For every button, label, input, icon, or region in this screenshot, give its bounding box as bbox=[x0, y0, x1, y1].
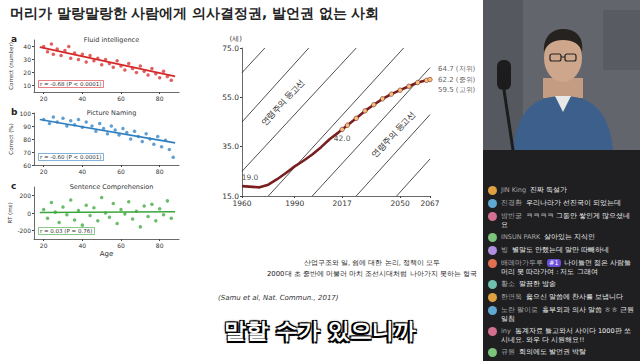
html-text:말할 수가 있으니까: 말할 수가 있으니까 bbox=[224, 318, 416, 343]
svg-text:10: 10 bbox=[23, 82, 31, 89]
html-text:살아있는 지식인: 살아있는 지식인 bbox=[544, 233, 596, 241]
svg-text:2050: 2050 bbox=[391, 199, 410, 208]
html-text:진짜 독설가: 진짜 독설가 bbox=[530, 186, 568, 194]
html-text:진경환: 진경환 bbox=[501, 199, 522, 207]
svg-text:64.7 (저위): 64.7 (저위) bbox=[438, 65, 476, 73]
svg-text:2067: 2067 bbox=[420, 199, 439, 208]
svg-text:20: 20 bbox=[40, 168, 48, 175]
html-text:#1: #1 bbox=[549, 259, 559, 267]
svg-text:r = -0.60 (P < 0.0001): r = -0.60 (P < 0.0001) bbox=[40, 154, 101, 160]
svg-text:c: c bbox=[11, 181, 16, 191]
svg-text:연령주의 등고선: 연령주의 등고선 bbox=[259, 77, 306, 127]
html-text:회의에도 발언권 박탈: 회의에도 발언권 박탈 bbox=[519, 348, 587, 356]
svg-text:35.0: 35.0 bbox=[222, 142, 239, 151]
svg-text:80: 80 bbox=[156, 242, 164, 249]
svg-text:30: 30 bbox=[23, 56, 31, 63]
svg-text:40: 40 bbox=[79, 168, 87, 175]
html-text:머리가 말랑말랑한 사람에게 의사결정권, 발언권 없는 사: 머리가 말랑말랑한 사람에게 의사결정권, 발언권 없는 사회 bbox=[10, 5, 380, 21]
svg-text:59.5 (고위): 59.5 (고위) bbox=[438, 86, 476, 94]
svg-text:19.0: 19.0 bbox=[242, 173, 259, 182]
svg-text:100: 100 bbox=[20, 110, 32, 117]
html-text:iny: iny bbox=[501, 327, 511, 335]
html-text:황소: 황소 bbox=[501, 280, 515, 288]
html-text:2000대 초 중반에 머물러 마치 조선시대처럼 나아가지: 2000대 초 중반에 머물러 마치 조선시대처럼 나아가지 못하는 형국 bbox=[267, 270, 477, 278]
html-text:밤빈궁: 밤빈궁 bbox=[501, 212, 522, 220]
svg-text:a: a bbox=[11, 34, 17, 44]
html-text:산업구조와 일, 쉼에 대한 논리, 정책이 모두: 산업구조와 일, 쉼에 대한 논리, 정책이 모두 bbox=[303, 259, 441, 267]
svg-text:75.0: 75.0 bbox=[222, 44, 239, 53]
html-text:노란 팔이로: 노란 팔이로 bbox=[501, 306, 539, 314]
svg-text:20: 20 bbox=[40, 242, 48, 249]
svg-text:(세): (세) bbox=[230, 35, 243, 43]
svg-text:연령주의 등고선: 연령주의 등고선 bbox=[370, 109, 417, 159]
svg-text:40: 40 bbox=[79, 242, 87, 249]
svg-text:20: 20 bbox=[23, 69, 31, 76]
svg-text:Picture Naming: Picture Naming bbox=[87, 109, 137, 117]
html-text:빙: 빙 bbox=[501, 246, 508, 254]
svg-text:b: b bbox=[11, 107, 18, 117]
svg-text:80: 80 bbox=[156, 168, 164, 175]
html-text:별말도 안했는데 말만 따빼하네: 별말도 안했는데 말만 따빼하네 bbox=[512, 246, 610, 254]
svg-text:60: 60 bbox=[117, 95, 125, 102]
svg-text:40: 40 bbox=[79, 95, 87, 102]
svg-text:r = -0.68 (P < 0.0001): r = -0.68 (P < 0.0001) bbox=[40, 81, 101, 87]
html-text:배레마가두루: 배레마가두루 bbox=[501, 259, 543, 267]
svg-text:Correct (number): Correct (number) bbox=[8, 42, 14, 90]
svg-text:60: 60 bbox=[23, 162, 31, 169]
html-text:우리나라가 선진국이 되었는데: 우리나라가 선진국이 되었는데 bbox=[526, 199, 622, 207]
html-text:규원: 규원 bbox=[501, 348, 515, 356]
html-text:JIN King: JIN King bbox=[501, 186, 527, 194]
html-text:깔끔한 방송: 깔끔한 방송 bbox=[519, 280, 557, 288]
html-text:ㅋㅋㅋㅋ 그동안 쌓인게 많으셨네요: ㅋㅋㅋㅋ 그동안 쌓인게 많으셨네요 bbox=[501, 212, 631, 229]
svg-text:62.2 (중위): 62.2 (중위) bbox=[438, 76, 476, 84]
svg-text:Sentence Comprehension: Sentence Comprehension bbox=[70, 183, 154, 191]
svg-text:70: 70 bbox=[23, 149, 31, 156]
svg-text:20: 20 bbox=[40, 95, 48, 102]
svg-text:15.0: 15.0 bbox=[222, 191, 239, 201]
svg-text:40: 40 bbox=[23, 43, 31, 50]
svg-text:60: 60 bbox=[117, 242, 125, 249]
html-text:한연옥: 한연옥 bbox=[501, 293, 522, 301]
svg-text:55.0: 55.0 bbox=[222, 93, 239, 102]
svg-text:RT (ms): RT (ms) bbox=[7, 202, 13, 223]
html-text:(Samu et al, Nat. Commun., 201: (Samu et al, Nat. Commun., 2017) bbox=[218, 294, 339, 302]
svg-text:r = 0.03 (P = 0.76): r = 0.03 (P = 0.76) bbox=[40, 228, 92, 234]
svg-text:Age: Age bbox=[100, 250, 114, 258]
svg-text:200: 200 bbox=[20, 192, 32, 199]
svg-text:1990: 1990 bbox=[285, 199, 304, 208]
html-text:INSUN PARK: INSUN PARK bbox=[501, 233, 541, 241]
svg-text:0: 0 bbox=[27, 210, 31, 217]
svg-text:1960: 1960 bbox=[232, 199, 251, 208]
svg-text:42.0: 42.0 bbox=[334, 134, 351, 143]
svg-text:2017: 2017 bbox=[333, 199, 352, 208]
svg-text:Correct (%): Correct (%) bbox=[8, 123, 14, 154]
svg-text:60: 60 bbox=[117, 168, 125, 175]
svg-text:80: 80 bbox=[156, 95, 164, 102]
svg-text:90: 90 bbox=[23, 123, 31, 130]
html-text:나이들면 젊은 사람들 머리 못 따라가여 : 저도 그래여: 나이들면 젊은 사람들 머리 못 따라가여 : 저도 그래여 bbox=[501, 259, 631, 276]
html-text:옳으신 말씀에 찬사를 보냅니다: 옳으신 말씀에 찬사를 보냅니다 bbox=[526, 293, 624, 301]
svg-text:80: 80 bbox=[23, 136, 31, 143]
svg-text:Fluid intelligence: Fluid intelligence bbox=[84, 36, 139, 44]
html-text:통계자료 들고와서 사이다 1000판 쏘시네요. 와우 다: 통계자료 들고와서 사이다 1000판 쏘시네요. 와우 다 시원해요!! bbox=[501, 327, 631, 344]
html-text:흉부외과 의사 말씀 ㅎㅎ 근원일침: 흉부외과 의사 말씀 ㅎㅎ 근원일침 bbox=[501, 306, 635, 323]
svg-text:-200: -200 bbox=[17, 227, 31, 234]
